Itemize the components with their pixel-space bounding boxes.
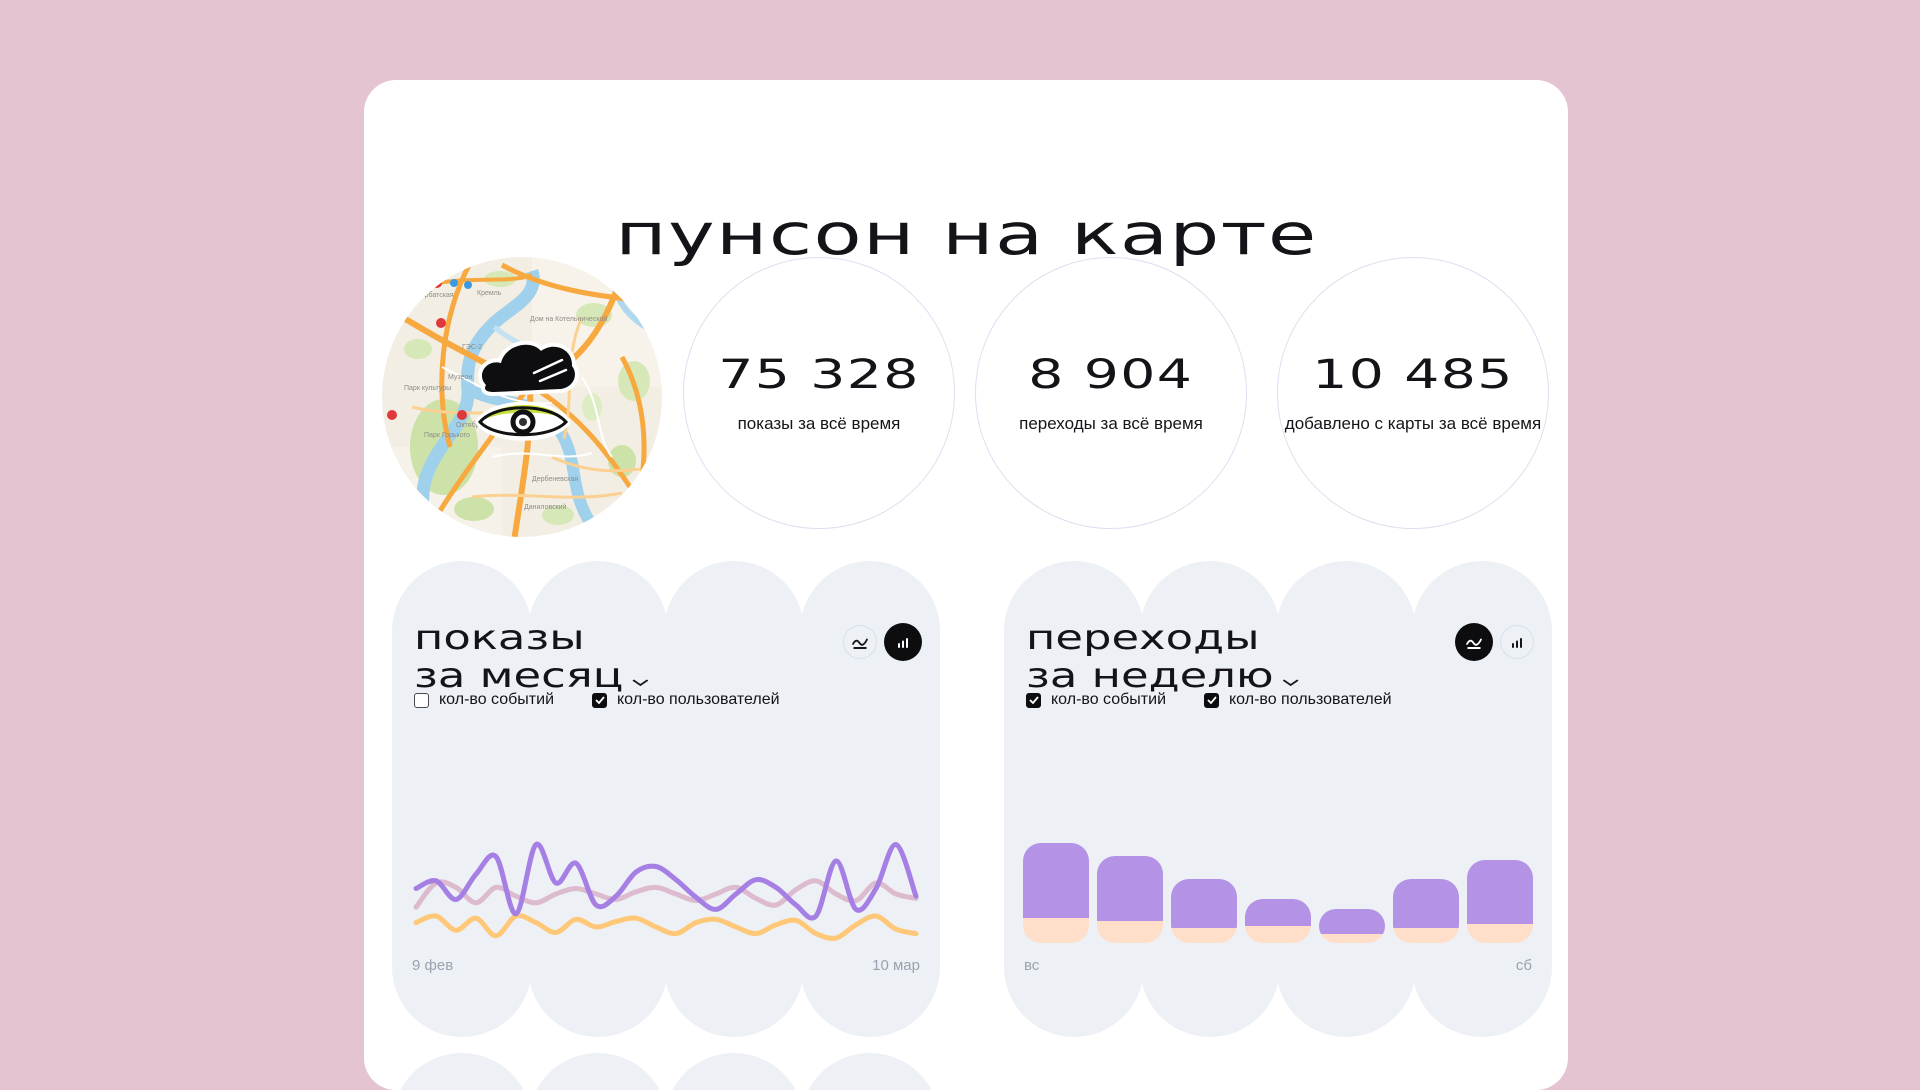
checkbox-box[interactable]: [1204, 692, 1219, 708]
card-title-line2: за месяц: [414, 657, 648, 695]
bar-chart-icon[interactable]: [884, 623, 922, 661]
checkbox-label: кол-во пользователей: [1229, 691, 1392, 708]
card-title-line1: переходы: [1026, 618, 1260, 658]
checkbox-label: кол-во событий: [439, 691, 554, 708]
stacked-bar: [1097, 856, 1163, 943]
stacked-bar: [1393, 879, 1459, 943]
stat-label: показы за всё время: [737, 414, 901, 433]
checkbox-events[interactable]: кол-во событий: [1026, 691, 1166, 709]
check-icon: [594, 696, 605, 704]
stacked-bar: [1171, 879, 1237, 943]
axis-label-start: 9 фев: [412, 957, 454, 974]
checkbox-box[interactable]: [414, 692, 429, 708]
stacked-bar: [1467, 860, 1533, 943]
stat-circle-added-from-map: 10 485 добавлено с карты за всё время: [1277, 257, 1549, 529]
card-impressions-month: показы за месяц кол-во событий кол-во: [392, 561, 940, 1037]
river-shape: [416, 269, 540, 537]
stacked-bar: [1245, 899, 1311, 943]
line-series: [413, 878, 919, 910]
map-label: Дом на Котельнической: [530, 315, 607, 323]
stacked-bar: [1023, 843, 1089, 943]
map-label: Даниловский: [524, 503, 567, 511]
view-toggles: [843, 623, 922, 661]
axis-label-end: сб: [1515, 957, 1532, 974]
checkbox-box[interactable]: [592, 692, 607, 708]
map-label: Арбатская: [420, 291, 454, 299]
checkbox-users[interactable]: кол-во пользователей: [592, 691, 780, 709]
card-title-line2: за неделю: [1026, 657, 1299, 695]
main-card: пунсон на карте: [364, 80, 1568, 1090]
chevron-down-icon: [632, 679, 648, 687]
bar-chart-icon[interactable]: [1500, 625, 1534, 659]
checkbox-events[interactable]: кол-во событий: [414, 691, 554, 709]
view-toggles: [1455, 623, 1534, 661]
page-title: пунсон на карте: [364, 202, 1568, 268]
series-checkboxes: кол-во событий кол-во пользователей: [1026, 691, 1430, 709]
line-series: [413, 913, 919, 941]
card-title-dropdown[interactable]: переходы за неделю: [1026, 619, 1298, 695]
map-label: Парк культуры: [404, 385, 451, 392]
card-next-peek: [392, 1053, 940, 1090]
line-chart-icon[interactable]: [1455, 623, 1493, 661]
check-icon: [1206, 696, 1217, 704]
x-axis-labels: 9 фев 10 мар: [412, 957, 920, 974]
line-chart-icon[interactable]: [843, 625, 877, 659]
series-checkboxes: кол-во событий кол-во пользователей: [414, 691, 818, 709]
map-label: Музеон: [448, 374, 472, 381]
stat-value: 8 904: [1028, 352, 1194, 398]
stat-circle-impressions: 75 328 показы за всё время: [683, 257, 955, 529]
map-label: Парк Горького: [424, 432, 470, 439]
bar-chart: [1023, 843, 1533, 943]
logo-hat-icon: [478, 340, 579, 396]
x-axis-labels: вс сб: [1024, 957, 1532, 974]
check-icon: [1028, 696, 1039, 704]
checkbox-label: кол-во событий: [1051, 691, 1166, 708]
stacked-bar: [1319, 909, 1385, 943]
card-title-dropdown[interactable]: показы за месяц: [414, 618, 648, 695]
stat-circle-transitions: 8 904 переходы за всё время: [975, 257, 1247, 529]
stat-label: добавлено с карты за всё время: [1284, 414, 1542, 433]
chevron-down-icon: [1282, 679, 1298, 687]
line-chart: [412, 831, 920, 955]
logo-eye-icon: [475, 401, 571, 441]
stat-value: 75 328: [718, 352, 920, 398]
checkbox-users[interactable]: кол-во пользователей: [1204, 691, 1392, 709]
card-transitions-week: переходы за неделю кол-во событий кол: [1004, 561, 1552, 1037]
page-title-text: пунсон на карте: [614, 202, 1318, 268]
axis-label-start: вс: [1024, 957, 1040, 974]
line-series: [413, 841, 919, 921]
checkbox-label: кол-во пользователей: [617, 691, 780, 708]
map-preview: Арбатская Кремль Дом на Котельнической ГЭС-…: [382, 257, 662, 537]
card-title-line1: показы: [414, 618, 585, 658]
map-label: Дербеневская: [532, 475, 578, 483]
checkbox-box[interactable]: [1026, 692, 1041, 708]
stat-value: 10 485: [1312, 352, 1514, 398]
map-label: Кремль: [477, 290, 502, 297]
map-image: Арбатская Кремль Дом на Котельнической ГЭС-…: [382, 257, 662, 537]
axis-label-end: 10 мар: [872, 957, 920, 974]
map-label: ГЭС-2: [462, 344, 482, 351]
stat-label: переходы за всё время: [1019, 414, 1203, 433]
